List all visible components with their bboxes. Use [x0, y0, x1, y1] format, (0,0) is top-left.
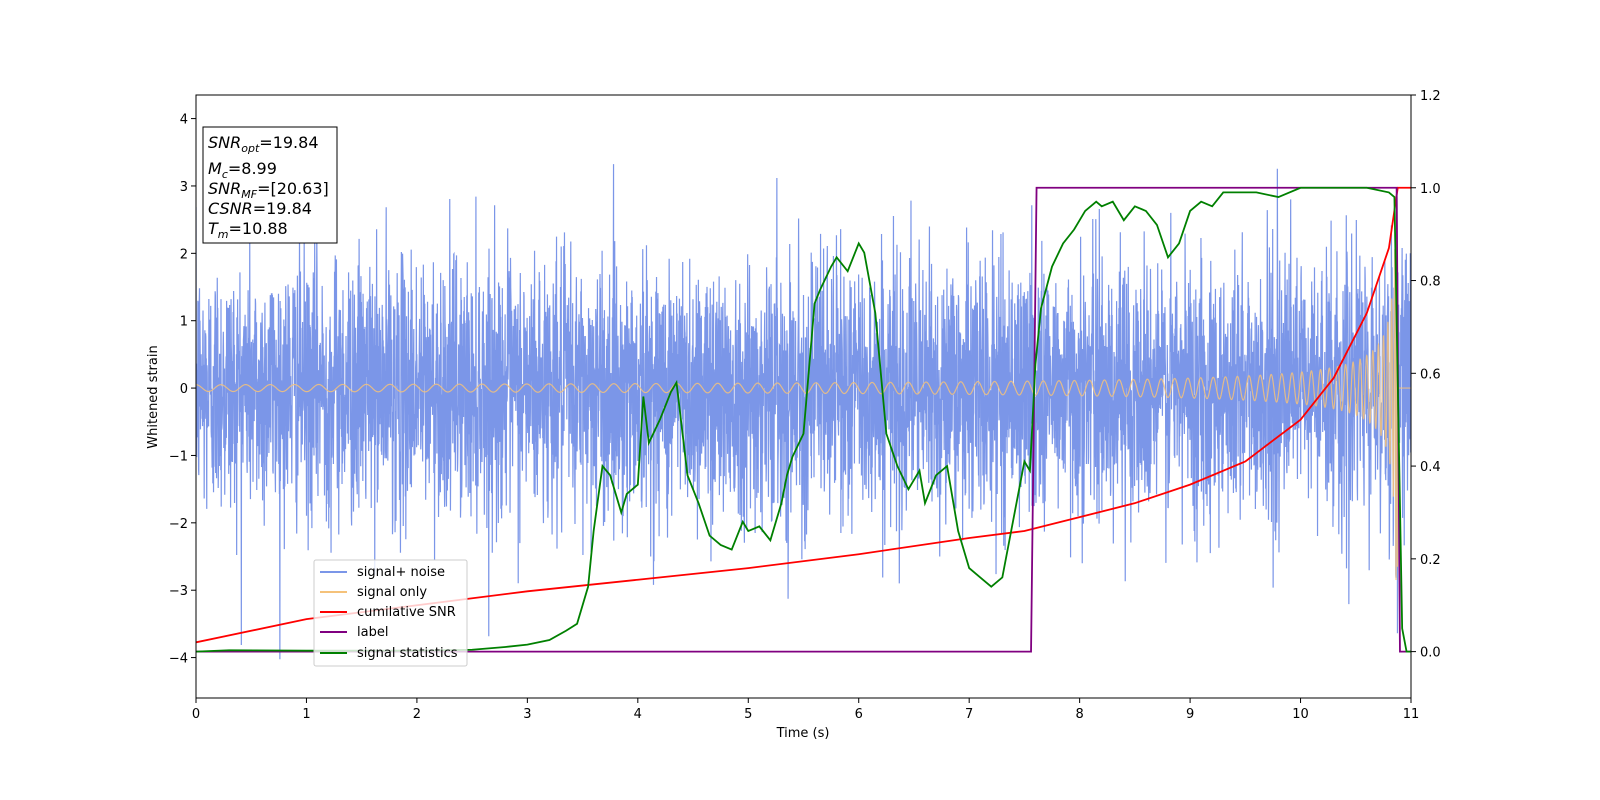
legend-label-signal-noise: signal+ noise: [357, 565, 445, 580]
x-tick-label: 6: [855, 707, 863, 722]
annotation-box: SNRopt=19.84 Mc=8.99 SNRMF=[20.63] CSNR=…: [202, 126, 338, 244]
x-tick-label: 1: [302, 707, 310, 722]
annotation-mc: Mc=8.99: [208, 159, 277, 181]
annotation-tm: Tm=10.88: [208, 219, 288, 241]
x-tick-label: 10: [1292, 707, 1309, 722]
x-tick-label: 3: [523, 707, 531, 722]
x-tick-label: 4: [634, 707, 642, 722]
legend-label-cumulative-snr: cumilative SNR: [357, 605, 456, 620]
annotation-csnr: CSNR=19.84: [208, 199, 312, 218]
y-tick-label: 4: [180, 113, 188, 128]
y-tick-label: 1: [180, 315, 188, 330]
x-axis-label: Time (s): [776, 726, 830, 741]
x-tick-label: 11: [1403, 707, 1420, 722]
y2-tick-label: 0.6: [1420, 367, 1441, 382]
y-tick-label: −2: [169, 517, 188, 532]
y2-tick-label: 1.2: [1420, 89, 1441, 104]
legend-label-signal-statistics: signal statistics: [357, 646, 458, 661]
series-label-line: [196, 186, 1411, 653]
legend-frame: [313, 559, 468, 667]
y-tick-label: 3: [180, 180, 188, 195]
series-signal-only-line: [196, 195, 1411, 580]
y2-axis-ticks: 0.0 0.2 0.4 0.6 0.8 1.0 1.2: [1411, 89, 1441, 661]
y2-tick-label: 1.0: [1420, 182, 1441, 197]
y-tick-label: 0: [180, 382, 188, 397]
x-tick-label: 8: [1075, 707, 1083, 722]
y-tick-label: −3: [169, 584, 188, 599]
y-axis-ticks: −4 −3 −2 −1 0 1 2 3 4: [169, 113, 196, 667]
x-tick-label: 0: [192, 707, 200, 722]
y-tick-label: −1: [169, 449, 188, 464]
y-tick-label: −4: [169, 652, 188, 667]
y-tick-label: 2: [180, 247, 188, 262]
y2-tick-label: 0.8: [1420, 275, 1441, 290]
y-axis-label: Whitened strain: [146, 345, 161, 448]
legend-label-label: label: [357, 625, 388, 640]
annotation-frame: [202, 126, 338, 244]
series-signal-noise-line: [196, 164, 1411, 660]
y2-tick-label: 0.2: [1420, 553, 1441, 568]
series-cumulative-snr-line: [196, 186, 1411, 644]
y2-tick-label: 0.4: [1420, 460, 1441, 475]
x-tick-label: 2: [413, 707, 421, 722]
y2-tick-label: 0.0: [1420, 646, 1441, 661]
x-tick-label: 7: [965, 707, 973, 722]
annotation-snr-mf: SNRMF=[20.63]: [208, 179, 329, 201]
x-tick-label: 5: [744, 707, 752, 722]
x-axis-ticks: 0 1 2 3 4 5 6 7 8 9 10 11: [192, 698, 1419, 722]
series-layer: [196, 164, 1411, 660]
x-tick-label: 9: [1186, 707, 1194, 722]
series-signal-statistics-line: [196, 186, 1411, 653]
plot-frame: [195, 94, 1412, 699]
legend: signal+ noise signal only cumilative SNR…: [313, 559, 468, 667]
legend-label-signal-only: signal only: [357, 585, 427, 600]
annotation-snr-opt: SNRopt=19.84: [208, 133, 319, 155]
